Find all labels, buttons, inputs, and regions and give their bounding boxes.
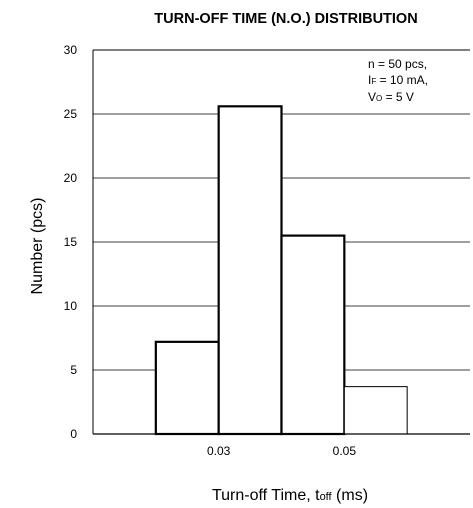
x-tick-label: 0.05 [333, 444, 357, 458]
x-axis-label-main: Turn-off Time, t [212, 487, 320, 504]
annotation-line-1: n = 50 pcs, [368, 57, 427, 71]
y-tick-label: 0 [70, 427, 77, 441]
x-axis-label-subscript: off [320, 491, 333, 503]
axes [92, 49, 470, 435]
annotation-line-3-rest: = 5 V [382, 90, 414, 104]
y-tick-label: 25 [64, 107, 78, 121]
annotation-line-2: IF = 10 mA, [368, 73, 428, 87]
annotation-line-3-main: V [368, 90, 376, 104]
annotation-line-2-main: I [368, 73, 371, 87]
annotation-line-2-rest: = 10 mA, [376, 73, 428, 87]
chart-title: TURN-OFF TIME (N.O.) DISTRIBUTION [154, 11, 417, 27]
y-tick-labels: 0 5 10 15 20 25 30 [64, 43, 78, 441]
x-axis-label: Turn-off Time, toff (ms) [212, 487, 368, 504]
histogram-bar [154, 340, 220, 436]
y-tick-label: 10 [64, 299, 78, 313]
y-tick-label: 15 [64, 235, 78, 249]
annotation-line-2-sub: F [371, 77, 376, 86]
x-tick-labels: 0.03 0.05 [207, 444, 356, 458]
y-axis-label: Number (pcs) [29, 198, 46, 295]
x-axis-label-unit: (ms) [332, 487, 368, 504]
y-tick-label: 30 [64, 43, 78, 57]
x-tick-label: 0.03 [207, 444, 231, 458]
conditions-annotation: n = 50 pcs, IF = 10 mA, VO = 5 V [368, 57, 428, 104]
histogram-bar [343, 386, 408, 435]
histogram-bar [217, 105, 283, 436]
bars [154, 105, 408, 436]
annotation-line-3-sub: O [376, 94, 382, 103]
y-tick-label: 5 [70, 363, 77, 377]
annotation-line-3: VO = 5 V [368, 90, 414, 104]
y-tick-label: 20 [64, 171, 78, 185]
histogram-bar [280, 234, 346, 436]
